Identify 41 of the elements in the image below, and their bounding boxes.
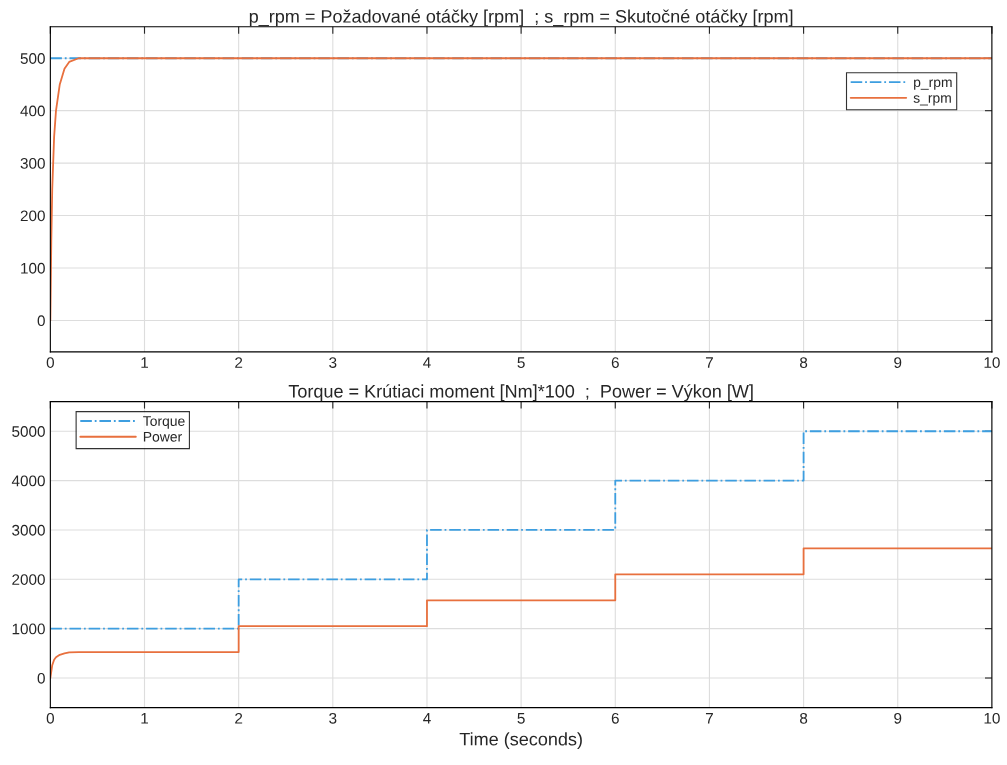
- y-tick-label: 400: [20, 105, 45, 117]
- legend-label: s_rpm: [913, 95, 951, 106]
- x-tick-label: 8: [800, 712, 808, 724]
- x-tick-label: 2: [235, 357, 243, 368]
- x-tick-label: 4: [423, 357, 431, 368]
- legend-label: p_rpm: [914, 79, 952, 90]
- x-tick-label: 1: [141, 357, 149, 368]
- y-tick-label: 0: [37, 672, 45, 684]
- x-tick-label: 7: [705, 713, 713, 724]
- x-tick-label: 5: [517, 713, 525, 724]
- x-tick-label: 10: [984, 357, 1000, 368]
- x-tick-label: 6: [611, 712, 619, 724]
- y-tick-label: 200: [20, 210, 45, 222]
- x-tick-label: 7: [705, 357, 713, 368]
- y-tick-label: 100: [21, 262, 45, 274]
- x-tick-label: 9: [894, 712, 902, 724]
- x-tick-label: 4: [423, 713, 431, 724]
- y-tick-label: 5000: [12, 426, 45, 437]
- chart-title: p_rpm = Požadované otáčky [rpm] ; s_rpm = Skutočné otáčky [rpm]: [249, 9, 793, 27]
- x-tick-label: 3: [329, 712, 337, 724]
- y-tick-label: 300: [20, 157, 45, 169]
- legend-label: Power: [143, 432, 182, 442]
- x-tick-label: 6: [611, 357, 619, 368]
- x-axis-title: Time (seconds): [459, 732, 582, 750]
- x-tick-label: 8: [800, 357, 808, 368]
- x-tick-label: 9: [894, 357, 902, 368]
- x-tick-label: 0: [46, 712, 54, 724]
- legend-label: Torque: [143, 416, 185, 429]
- y-tick-label: 0: [37, 315, 45, 327]
- x-tick-label: 10: [984, 712, 1000, 724]
- y-tick-label: 3000: [12, 524, 45, 536]
- x-tick-label: 1: [141, 713, 149, 724]
- y-tick-label: 500: [20, 53, 45, 64]
- x-tick-label: 5: [517, 357, 525, 368]
- x-tick-label: 0: [46, 357, 54, 368]
- x-tick-label: 3: [329, 357, 337, 368]
- y-tick-label: 1000: [12, 623, 45, 635]
- y-tick-label: 2000: [12, 574, 45, 585]
- x-tick-label: 2: [235, 712, 243, 724]
- y-tick-label: 4000: [11, 475, 45, 487]
- chart-title: Torque = Krútiaci moment [Nm]*100 ; Power = Výkon [W]: [288, 384, 753, 402]
